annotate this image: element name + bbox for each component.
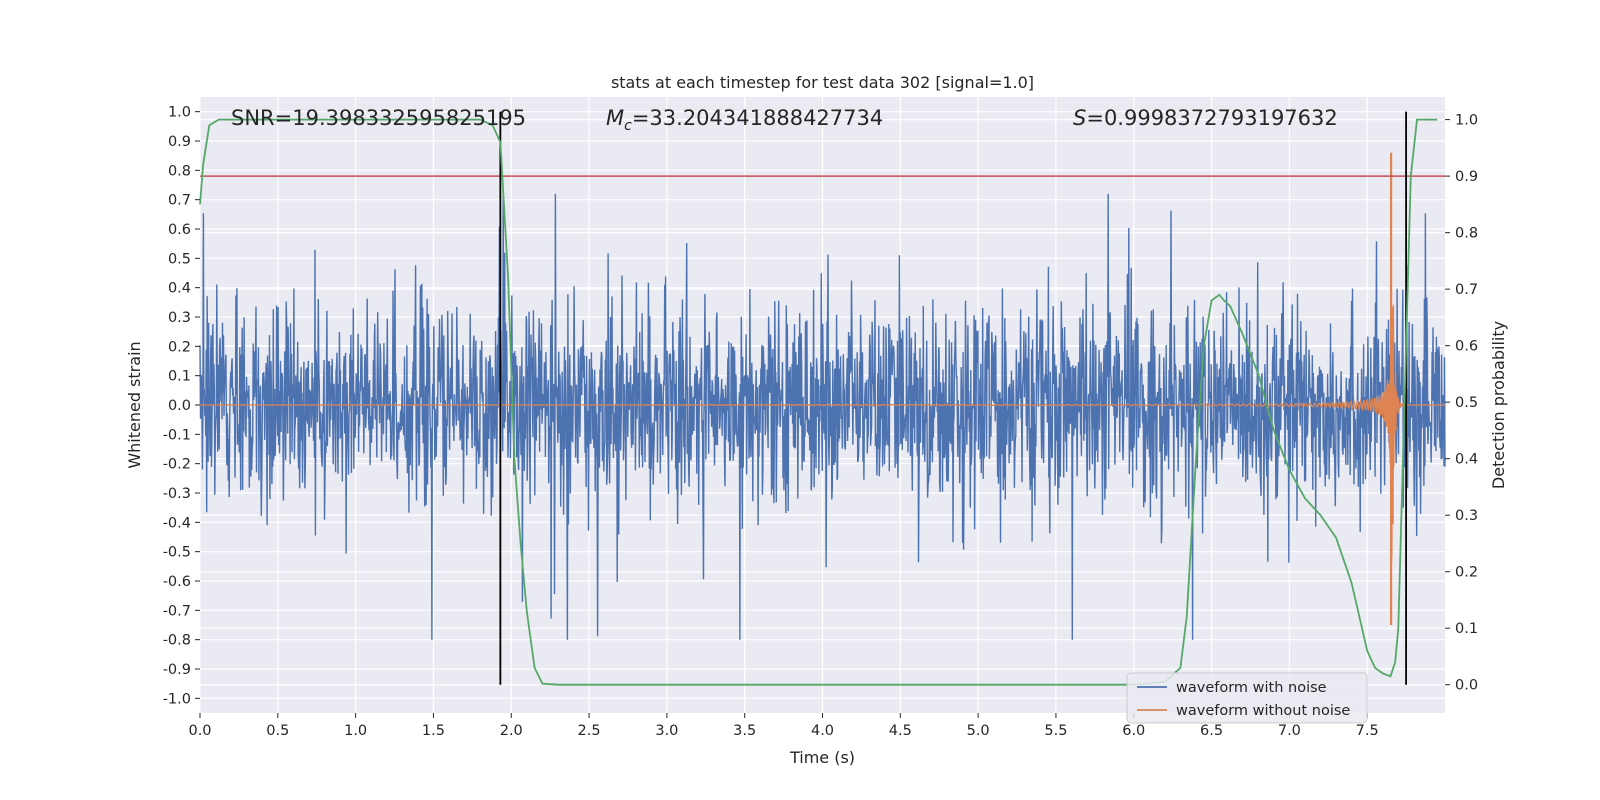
y-tick-label: -0.5 xyxy=(163,545,191,561)
y-tick-label: -0.9 xyxy=(163,662,191,678)
y-tick-label: 1.0 xyxy=(168,105,191,121)
y-tick-label: -0.4 xyxy=(163,515,191,531)
x-tick-label: 2.5 xyxy=(578,723,601,739)
series-detection-probability xyxy=(199,118,1438,686)
x-tick-label: 7.5 xyxy=(1356,723,1379,739)
y-tick-label: 0.3 xyxy=(168,310,191,326)
x-axis-label: Time (s) xyxy=(789,748,855,767)
x-tick-label: 1.5 xyxy=(422,723,445,739)
y2-tick-label: 0.1 xyxy=(1455,621,1478,637)
y-tick-label: 0.2 xyxy=(168,339,191,355)
x-tick-label: 7.0 xyxy=(1278,723,1301,739)
y-tick-label: 0.9 xyxy=(168,134,191,150)
score-symbol: S xyxy=(1073,106,1086,130)
y2-tick-label: 0.8 xyxy=(1455,226,1478,242)
y2-tick-label: 0.4 xyxy=(1455,452,1478,468)
y-axis-label: Whitened strain xyxy=(125,341,144,468)
chirp-mass-symbol: M xyxy=(606,106,624,130)
chirp-mass-value: =33.204341888427734 xyxy=(632,106,883,130)
x-tick-label: 5.5 xyxy=(1044,723,1067,739)
y-tick-label: 0.0 xyxy=(168,398,191,414)
x-tick-label: 1.0 xyxy=(344,723,367,739)
y-tick-label: 0.8 xyxy=(168,163,191,179)
x-tick-label: 4.0 xyxy=(811,723,834,739)
x-tick-label: 3.0 xyxy=(655,723,678,739)
x-tick-label: 6.0 xyxy=(1122,723,1145,739)
y2-tick-label: 1.0 xyxy=(1455,113,1478,129)
y2-tick-label: 0.9 xyxy=(1455,169,1478,185)
y2-tick-label: 0.3 xyxy=(1455,508,1478,524)
x-tick-label: 0.0 xyxy=(188,723,211,739)
x-tick-label: 6.5 xyxy=(1200,723,1223,739)
chirp-mass-annotation: Mc=33.204341888427734 xyxy=(606,106,883,134)
y2-tick-label: 0.7 xyxy=(1455,282,1478,298)
y-tick-label: -0.6 xyxy=(163,574,191,590)
y2-tick-label: 0.5 xyxy=(1455,395,1478,411)
score-value: =0.9998372793197632 xyxy=(1086,106,1337,130)
x-tick-label: 3.5 xyxy=(733,723,756,739)
legend-box xyxy=(1126,672,1368,724)
y-tick-label: -0.7 xyxy=(163,603,191,619)
x-tick-label: 5.0 xyxy=(967,723,990,739)
y-tick-label: 0.6 xyxy=(168,222,191,238)
y-tick-label: -0.8 xyxy=(163,633,191,649)
x-tick-label: 0.5 xyxy=(266,723,289,739)
x-tick-label: 4.5 xyxy=(889,723,912,739)
y-tick-label: -1.0 xyxy=(163,691,191,707)
y-tick-label: 0.5 xyxy=(168,251,191,267)
score-annotation: S=0.9998372793197632 xyxy=(1073,106,1338,130)
series-waveform-with-noise xyxy=(199,193,1446,640)
y-tick-label: 0.7 xyxy=(168,193,191,209)
y-tick-label: -0.2 xyxy=(163,457,191,473)
series-waveform-without-noise xyxy=(200,301,1445,564)
y-tick-label: -0.3 xyxy=(163,486,191,502)
y-tick-label: 0.4 xyxy=(168,281,191,297)
y2-axis-label: Detection probability xyxy=(1489,321,1508,489)
chirp-mass-subscript: c xyxy=(624,118,632,134)
y2-tick-label: 0.2 xyxy=(1455,565,1478,581)
y2-tick-label: 0.6 xyxy=(1455,339,1478,355)
snr-annotation: SNR=19.398332595825195 xyxy=(231,106,526,130)
y-tick-label: -0.1 xyxy=(163,427,191,443)
legend-label: waveform without noise xyxy=(1176,703,1350,719)
x-tick-label: 2.0 xyxy=(500,723,523,739)
legend-label: waveform with noise xyxy=(1176,680,1327,696)
chart-title: stats at each timestep for test data 302… xyxy=(611,73,1034,92)
y2-tick-label: 0.0 xyxy=(1455,678,1478,694)
y-tick-label: 0.1 xyxy=(168,369,191,385)
